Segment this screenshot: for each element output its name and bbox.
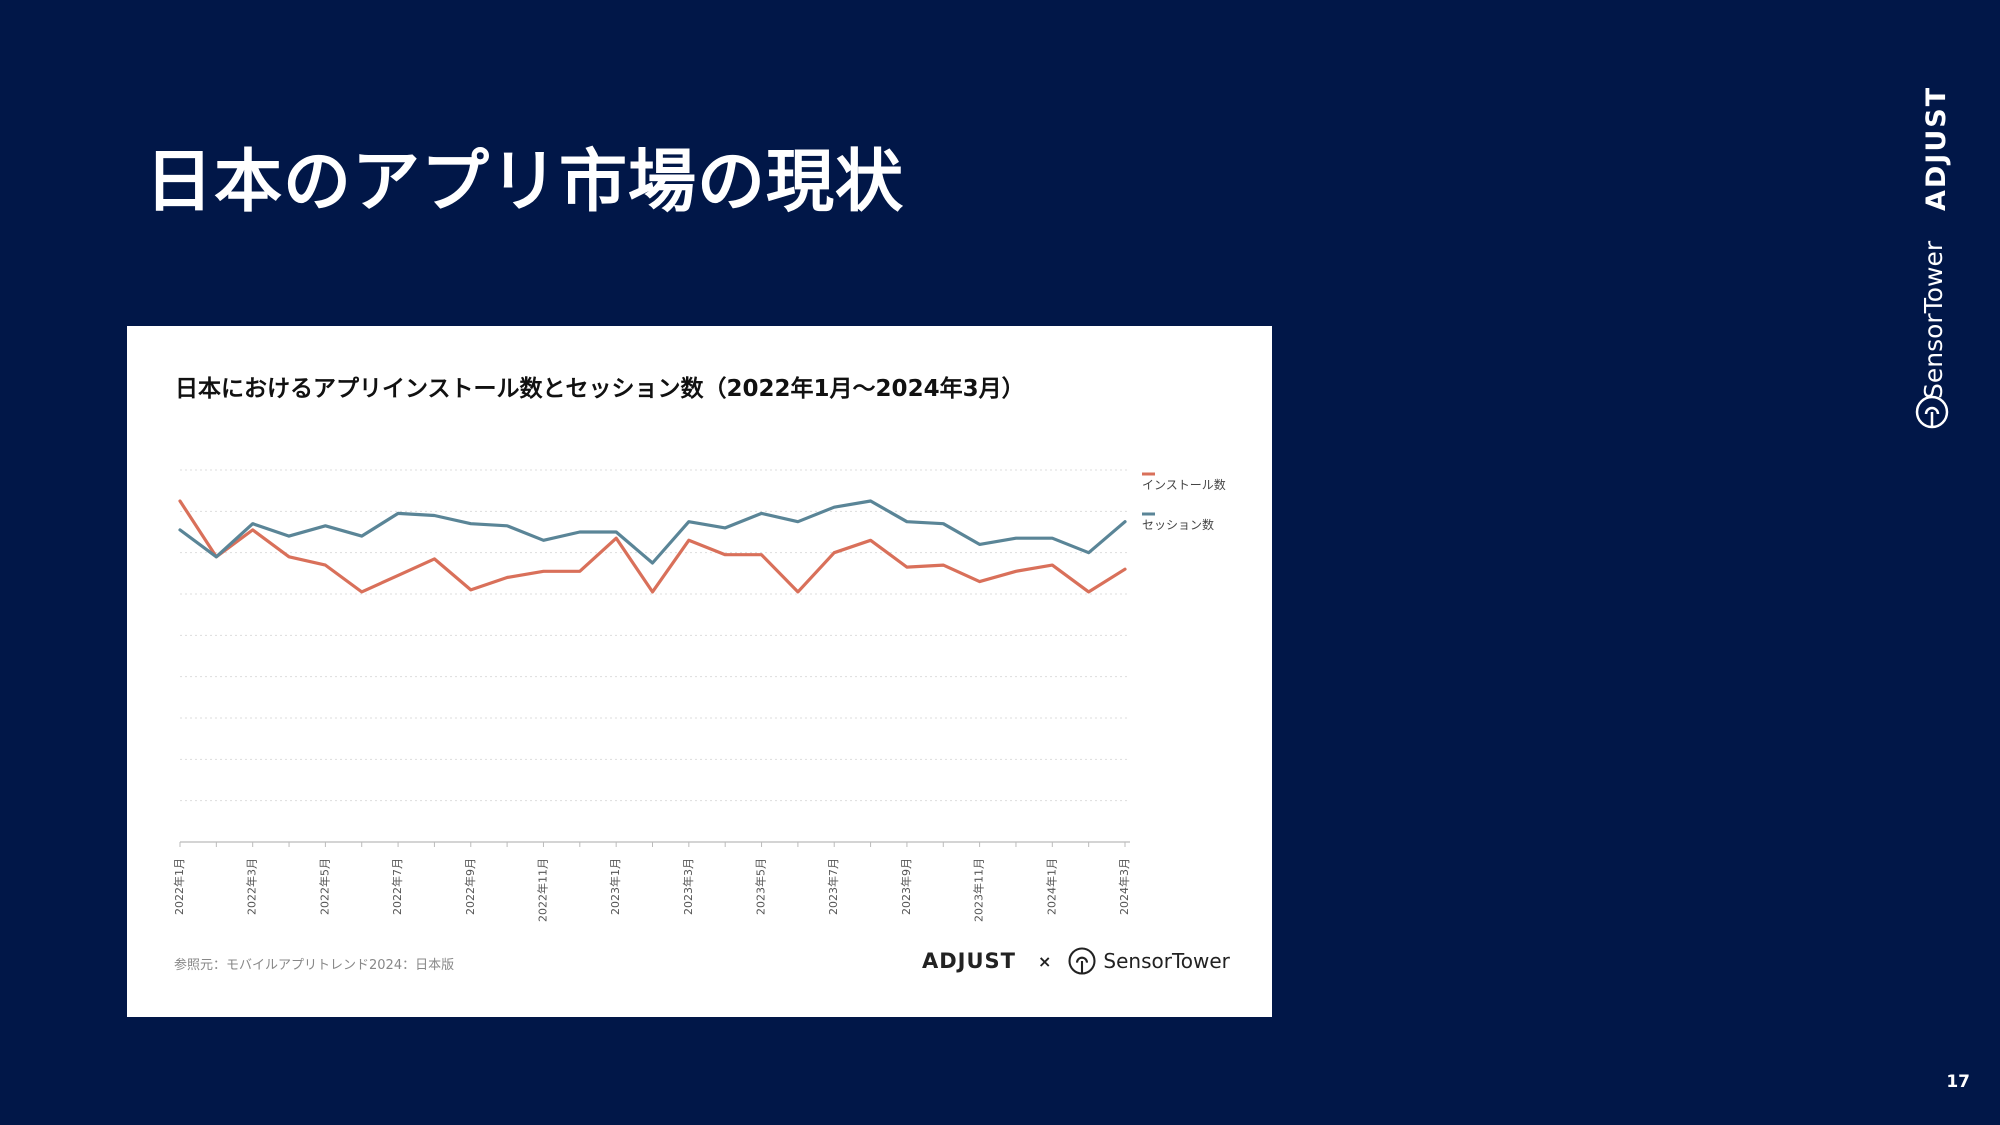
chart-title: 日本におけるアプリインストール数とセッション数（2022年1月〜2024年3月） xyxy=(175,376,1025,402)
x-tick-label: 2022年9月 xyxy=(463,858,477,915)
x-tick-label: 2022年1月 xyxy=(172,858,186,915)
grid-lines xyxy=(180,469,1130,843)
x-tick-label: 2024年3月 xyxy=(1117,858,1131,915)
x-tick-label: 2023年11月 xyxy=(972,858,986,922)
x-tick-label: 2022年3月 xyxy=(245,858,259,915)
adjust-logo: ADJUST xyxy=(1921,85,1952,211)
footer-logos: ADJUST × SensorTower xyxy=(922,943,1230,979)
x-axis: 2022年1月 2022年3月 2022年5月 2022年7月 2022年9月 2022年… xyxy=(172,842,1131,922)
footer-adjust-logo: ADJUST xyxy=(922,949,1016,973)
x-tick-label: 2023年7月 xyxy=(826,858,840,915)
x-tick-label: 2022年7月 xyxy=(390,858,404,915)
source-note: 参照元：モバイルアプリトレンド2024：日本版 xyxy=(174,958,455,973)
x-tick-label: 2022年11月 xyxy=(535,858,549,922)
sensor-tower-logo: SensorTower xyxy=(1919,240,1948,399)
page-number: 17 xyxy=(1946,1072,1970,1092)
x-tick-label: 2024年1月 xyxy=(1044,858,1058,915)
chart-card: 日本におけるアプリインストール数とセッション数（2022年1月〜2024年3月）… xyxy=(127,326,1272,1017)
sensor-tower-icon xyxy=(1915,395,1949,429)
x-tick-label: 2023年5月 xyxy=(754,858,768,915)
footer-cross: × xyxy=(1038,951,1052,971)
x-tick-label: 2023年3月 xyxy=(681,858,695,915)
x-tick-label: 2022年5月 xyxy=(317,858,331,915)
session-series-line xyxy=(178,499,1127,565)
chart-series xyxy=(178,499,1127,594)
legend-label: インストール数 xyxy=(1142,477,1226,492)
footer-sensor-tower-icon xyxy=(1068,947,1096,975)
legend-label: セッション数 xyxy=(1142,517,1214,532)
footer-sensor-tower-logo: SensorTower xyxy=(1103,949,1230,973)
line-chart: 2022年1月 2022年3月 2022年5月 2022年7月 2022年9月 2022年… xyxy=(172,469,1226,922)
slide-title: 日本のアプリ市場の現状 xyxy=(145,143,905,222)
x-tick-label: 2023年1月 xyxy=(608,858,622,915)
x-tick-label: 2023年9月 xyxy=(899,858,913,915)
install-series-line xyxy=(178,499,1127,594)
